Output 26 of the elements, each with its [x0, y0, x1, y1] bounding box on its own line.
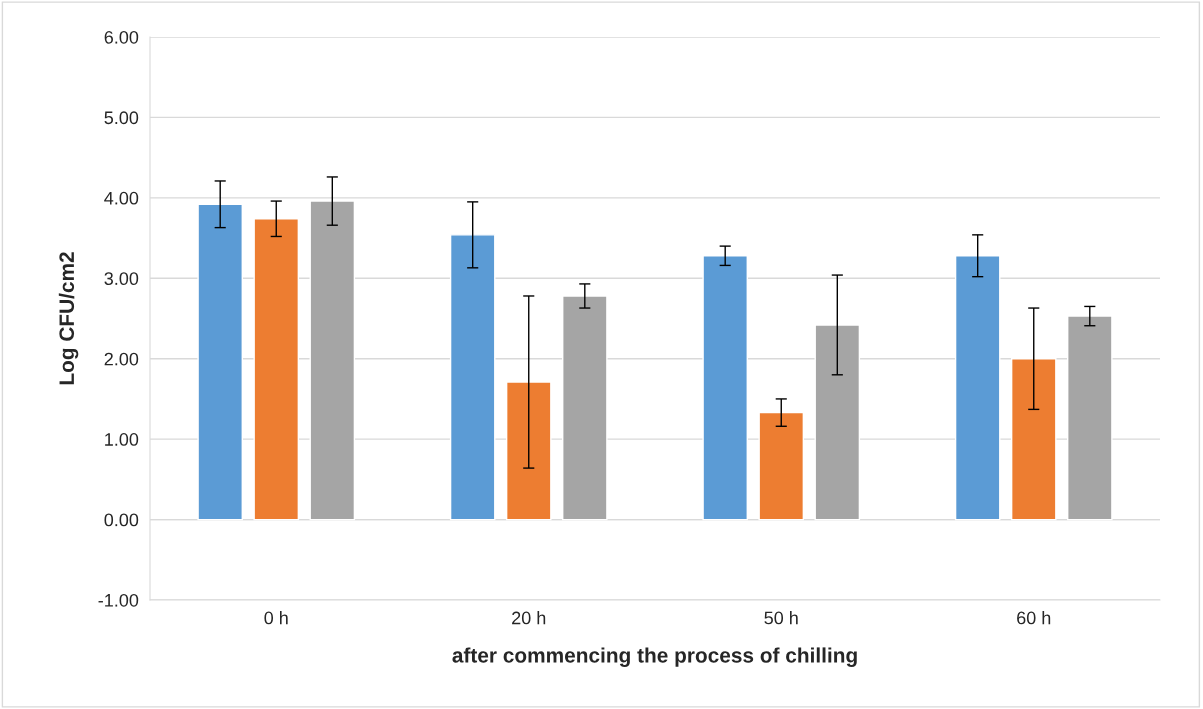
y-tick-label: 6.00	[104, 30, 139, 44]
x-tick-label: 50 h	[764, 611, 798, 625]
y-axis-title: Log CFU/cm2	[58, 252, 79, 385]
y-tick-label: 5.00	[104, 111, 139, 125]
x-axis-title: after commencing the process of chilling	[452, 647, 857, 667]
y-tick-label: 4.00	[104, 191, 139, 205]
y-tick-label: 1.00	[105, 433, 139, 446]
x-tick-label: 60 h	[1017, 611, 1051, 625]
bar	[197, 203, 243, 521]
bar	[702, 255, 748, 521]
bar	[562, 295, 608, 521]
bar	[449, 234, 496, 521]
y-tick-label: 3.00	[104, 272, 139, 286]
bar	[309, 200, 356, 521]
bar	[954, 255, 1001, 521]
bar	[1067, 315, 1113, 521]
bar	[1010, 358, 1057, 521]
y-tick-label: 0.00	[104, 513, 139, 527]
y-tick-label: 2.00	[104, 352, 139, 366]
bar	[814, 324, 861, 521]
x-tick-label: 0 h	[264, 611, 288, 625]
bar	[505, 381, 552, 521]
bar	[253, 218, 300, 521]
bar	[758, 411, 805, 521]
y-tick-label: -1.00	[98, 593, 139, 607]
x-tick-label: 20 h	[512, 611, 546, 625]
